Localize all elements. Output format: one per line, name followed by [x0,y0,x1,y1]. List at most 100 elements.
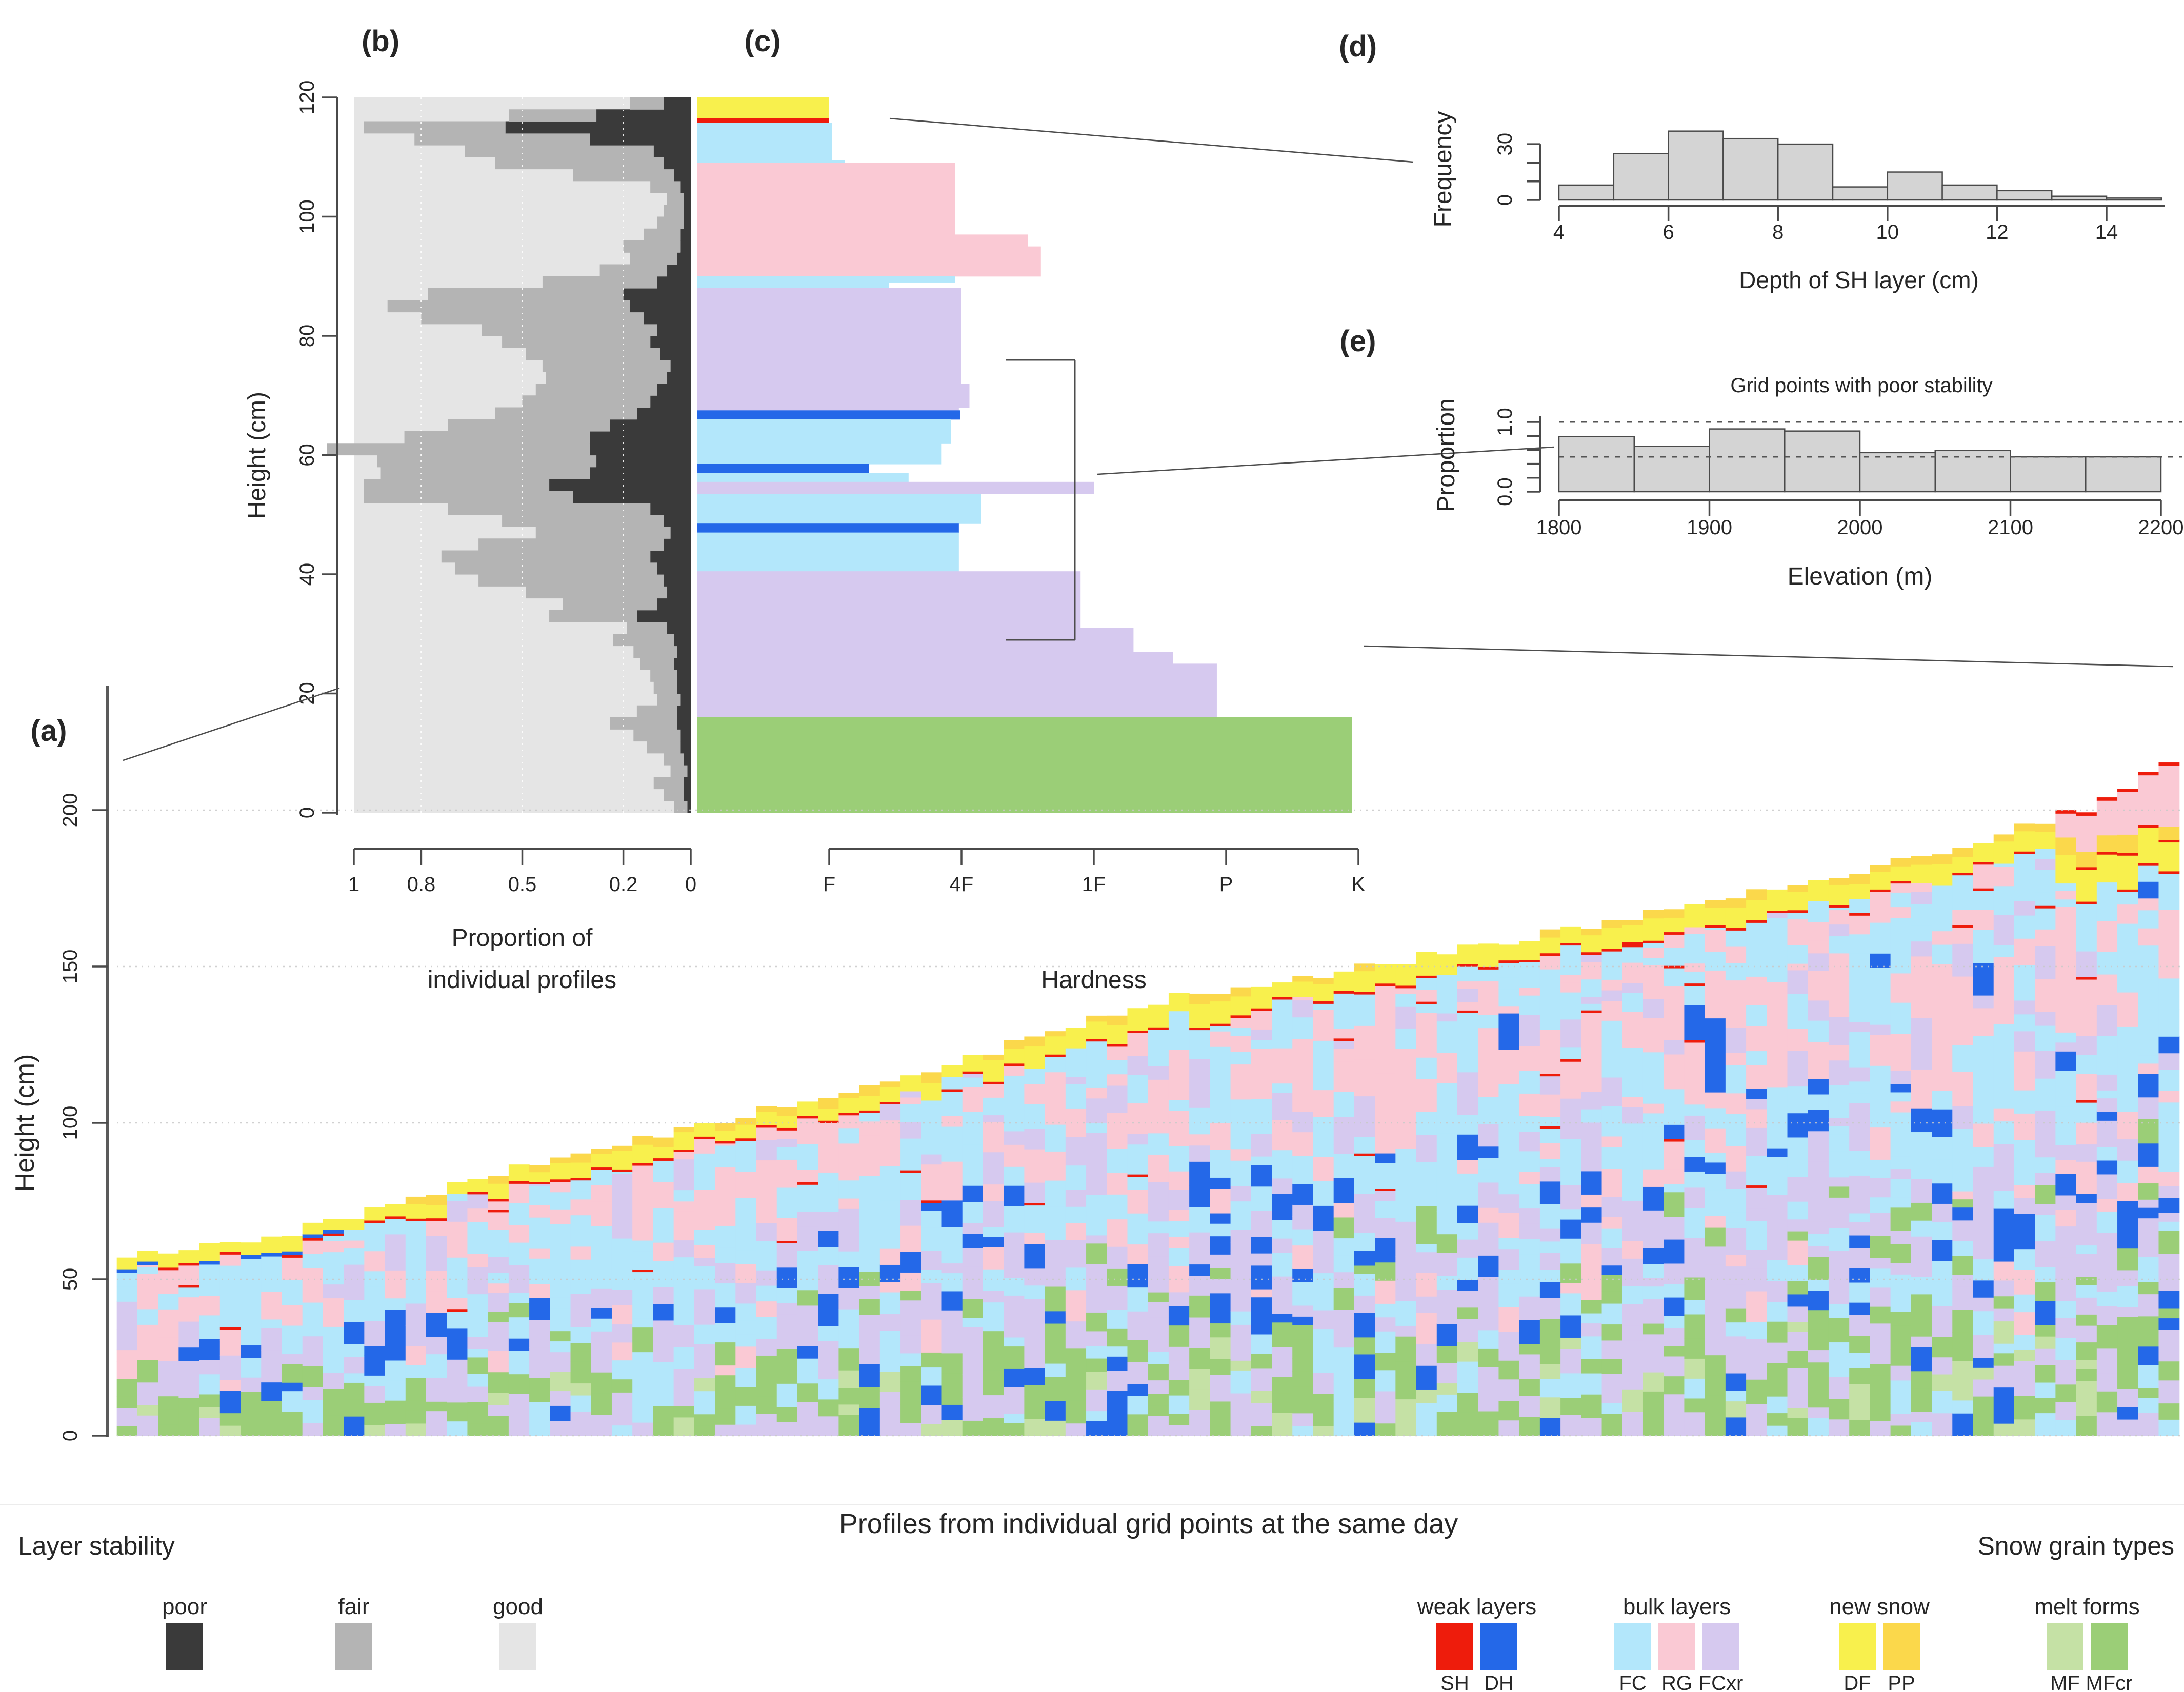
profile-layer-DH [1210,1236,1231,1255]
profile-layer-DH [1932,1122,1953,1137]
profile-layer-FC [508,1292,530,1303]
profile-layer-DF [1065,1028,1087,1049]
stability-row-fair [495,407,637,420]
stability-row-poor [505,121,691,134]
profile-layer-MFcr [529,1378,550,1402]
profile-layer-FC [1539,1116,1561,1126]
stability-row-poor [677,252,691,265]
profile-layer-FC [1705,952,1726,971]
profile-layer-FCxr [1065,1136,1087,1166]
profile-layer-FCxr [1024,1129,1046,1150]
profile-layer-FCxr [962,1352,984,1363]
profile-layer-FC [2158,1142,2180,1164]
profile-layer-DH [1725,1373,1747,1391]
profile-layer-MFcr [1581,1394,1602,1405]
profile-layer-FC [344,1230,365,1241]
stability-row-poor [674,657,691,670]
profile-layer-PP [1828,878,1850,885]
profile-layer-FCxr [591,1414,612,1436]
profile-layer-FCxr [1808,1200,1829,1222]
profile-layer-MF [1622,1389,1644,1412]
profile-layer-FCxr [921,1250,943,1270]
stability-row-fair [364,121,506,134]
profile-layer-FCxr [488,1341,509,1351]
profile-layer-FC [550,1286,571,1298]
profile-layer-FC [1539,1378,1561,1398]
profile-layer-FCxr [756,1270,777,1286]
profile-layer-DF [1581,935,1602,953]
profile-layer-RG [1684,1042,1706,1076]
profile-layer-RG [694,1244,715,1258]
profile-layer-FCxr [488,1256,509,1273]
profile-layer-FCxr [1828,1197,1850,1210]
profile-layer-RG [2076,1122,2097,1145]
profile-layer-FC [1107,1309,1128,1329]
profile-layer-FCxr [323,1372,344,1389]
profile-layer-MFcr [1787,1231,1809,1241]
profile-layer-RG [611,1342,633,1361]
profile-layer-MF [1189,1389,1210,1411]
profile-layer-FC [323,1338,344,1355]
profile-layer-DF [488,1183,509,1199]
profile-layer-RG [282,1305,303,1326]
profile-layer-DF [137,1251,158,1262]
profile-layer-FC [302,1253,324,1269]
profile-layer-MFcr [2035,1184,2056,1204]
profile-layer-MFcr [983,1331,1004,1347]
profile-layer-FC [1870,1268,1891,1288]
profile-layer-FC [1354,1233,1375,1251]
profile-layer-FCxr [178,1384,200,1398]
profile-layer-FCxr [2035,1204,2056,1215]
profile-layer-FC [261,1256,283,1281]
profile-layer-FC [1993,893,2015,915]
profile-layer-RG [219,1329,241,1341]
profile-layer-FC [1911,1421,1932,1436]
profile-layer-RG [1560,1061,1581,1087]
profile-layer-FCxr [1560,1019,1581,1048]
profile-layer-FC [1292,1017,1314,1039]
hardness-layer-FCxr [697,407,959,411]
profile-layer-FCxr [1581,1122,1602,1148]
profile-layer-MF [1932,1374,1953,1391]
profile-layer-FC [2158,1112,2180,1126]
profile-layer-DF [1993,841,2015,864]
profile-layer-RG [1127,1048,1149,1056]
profile-layer-FC [818,1325,839,1341]
profile-layer-RG [1664,1054,1685,1069]
profile-layer-MF [838,1370,860,1389]
profile-layer-FC [1642,1052,1664,1071]
profile-layer-FCxr [1498,1379,1520,1401]
profile-layer-RG [1560,1283,1581,1294]
profile-layer-DF [1375,964,1396,984]
profile-layer-FC [137,1266,158,1274]
profile-layer-DH [199,1260,221,1265]
profile-layer-DH [1354,1312,1375,1338]
profile-layer-FCxr [1560,1348,1581,1374]
profile-layer-FCxr [1581,996,1602,1004]
profile-layer-FC [1457,1114,1478,1135]
profile-layer-RG [1746,1301,1767,1322]
profile-layer-FCxr [1436,1307,1458,1324]
profile-layer-SH [1045,1054,1066,1057]
profile-layer-FCxr [1333,1322,1355,1348]
profile-layer-FC [344,1373,365,1383]
profile-layer-FC [1457,966,1478,973]
profile-layer-FC [776,1288,798,1303]
profile-layer-FC [1498,1118,1520,1133]
profile-layer-FCxr [2055,1279,2077,1301]
profile-layer-DF [900,1075,921,1092]
profile-layer-FC [838,1251,860,1267]
profile-layer-FC [1004,1097,1025,1111]
profile-layer-FCxr [1086,1235,1107,1244]
profile-layer-FC [900,1172,921,1200]
profile-layer-MF [2014,1419,2035,1436]
e-title: Grid points with poor stability [1730,374,1992,397]
profile-layer-FC [1395,993,1417,1007]
profile-layer-FCxr [1911,1017,1932,1043]
profile-layer-FCxr [1828,1273,1850,1283]
profile-layer-FCxr [1581,1323,1602,1337]
profile-layer-FCxr [611,1207,633,1219]
profile-layer-FCxr [1849,1198,1870,1214]
profile-layer-FCxr [1664,1263,1685,1284]
profile-layer-FCxr [302,1336,324,1355]
